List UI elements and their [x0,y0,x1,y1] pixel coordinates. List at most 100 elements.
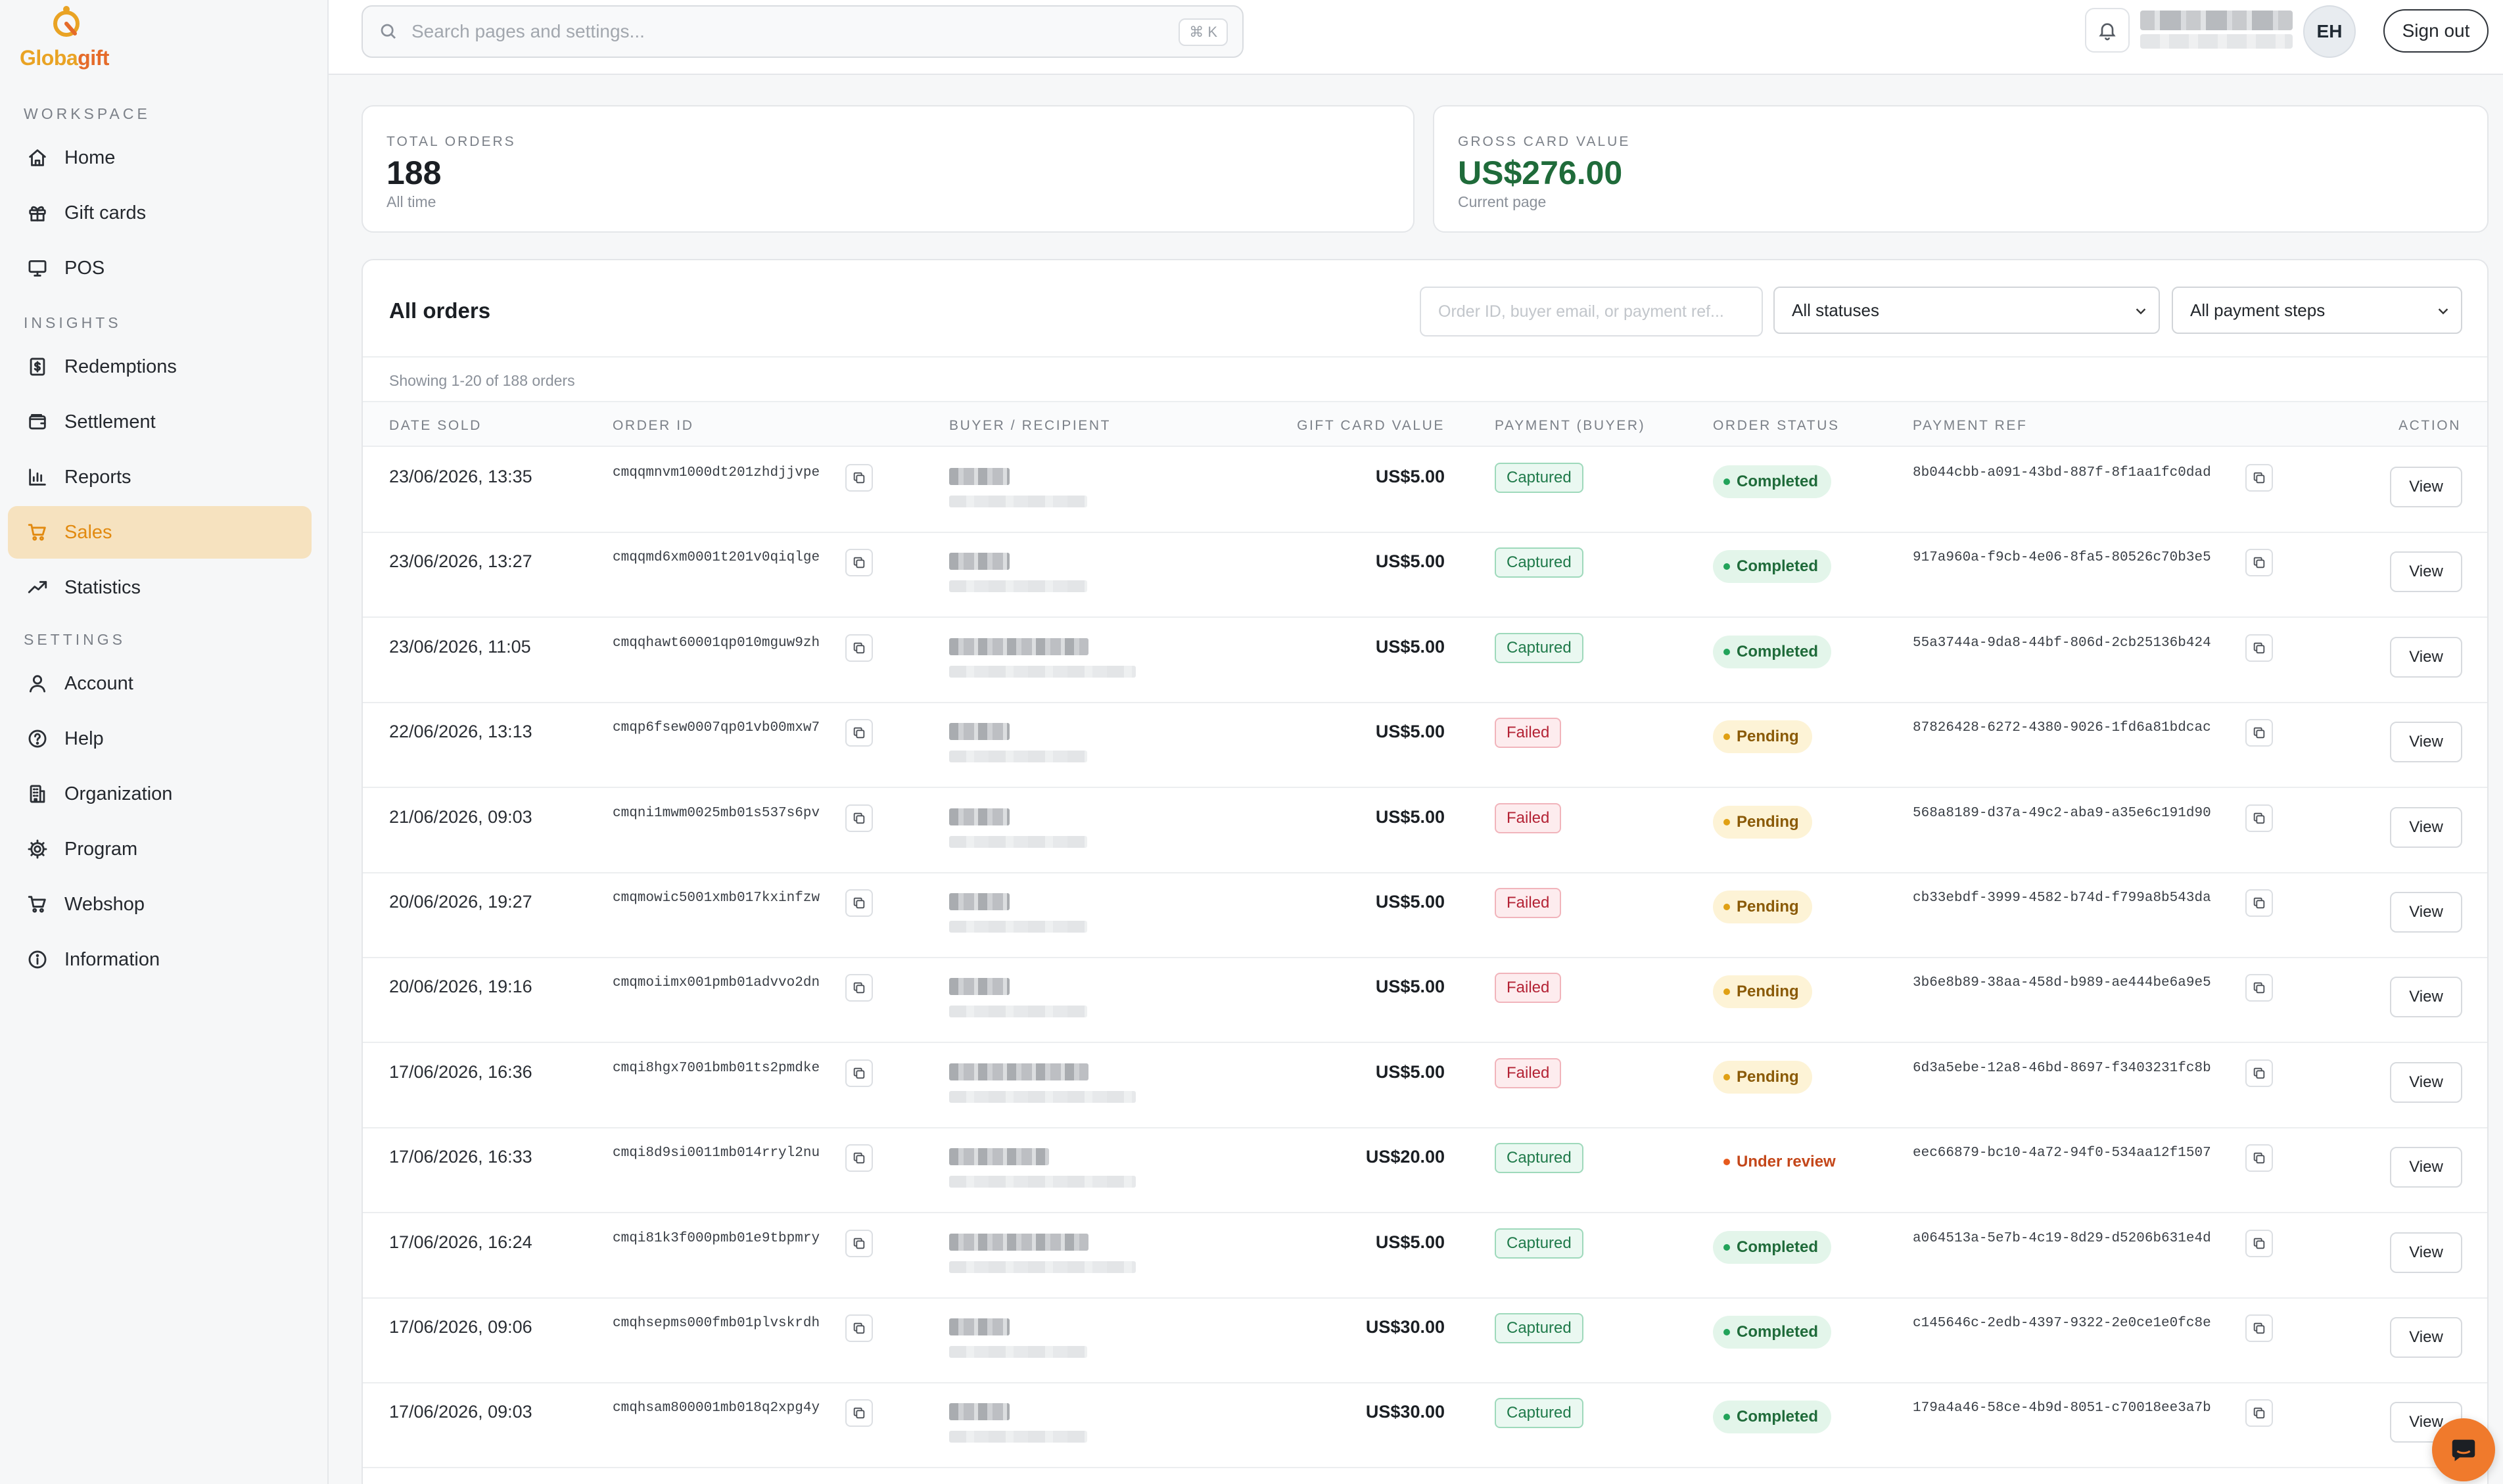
view-order-button[interactable]: View [2390,467,2462,507]
copy-payment-ref-button[interactable] [2245,974,2273,1002]
copy-order-id-button[interactable] [845,804,873,832]
copy-payment-ref-button[interactable] [2245,1059,2273,1087]
copy-icon [2253,727,2265,739]
sidebar-item-organization[interactable]: Organization [8,768,312,820]
col-date-sold[interactable]: DATE SOLD [389,418,482,433]
support-chat-button[interactable] [2432,1418,2495,1481]
copy-order-id-button[interactable] [845,464,873,492]
table-row[interactable]: 21/06/2026, 09:03 cmqni1mwm0025mb01s537s6… [363,789,2487,873]
status-filter-select[interactable]: All statuses [1773,287,2160,334]
col-order-id[interactable]: ORDER ID [613,418,694,433]
table-row[interactable]: 20/06/2026, 19:27 cmqmowic5001xmb017kxinf… [363,873,2487,958]
copy-payment-ref-button[interactable] [2245,549,2273,577]
copy-payment-ref-button[interactable] [2245,889,2273,917]
col-payment-ref[interactable]: PAYMENT REF [1913,418,2028,433]
view-order-button[interactable]: View [2390,806,2462,848]
info-icon [25,947,50,972]
view-order-button[interactable]: View [2390,551,2462,593]
view-order-button[interactable]: View [2390,977,2462,1018]
copy-order-id-button[interactable] [845,719,873,747]
copy-order-id-button[interactable] [845,974,873,1002]
view-order-button[interactable]: View [2390,1147,2462,1188]
total-orders-subtext: All time [386,193,436,210]
global-search[interactable]: ⌘ K [362,5,1244,58]
copy-payment-ref-button[interactable] [2245,464,2273,492]
col-buyer-recipient[interactable]: BUYER / RECIPIENT [949,418,1111,433]
order-status-badge: Pending [1713,975,1812,1009]
gift-card-value: US$5.00 [1375,636,1445,657]
copy-order-id-button[interactable] [845,1229,873,1257]
gift-card-value: US$30.00 [1365,1402,1445,1422]
copy-payment-ref-button[interactable] [2245,804,2273,832]
order-status-badge: Completed [1713,1316,1832,1349]
order-status-label: Completed [1737,1408,1819,1426]
status-dot-icon [1723,988,1730,996]
copy-order-id-button[interactable] [845,549,873,577]
table-row[interactable]: 23/06/2026, 13:27 cmqqmd6xm0001t201v0qiql… [363,533,2487,618]
copy-payment-ref-button[interactable] [2245,1314,2273,1342]
view-order-button[interactable]: View [2390,1061,2462,1103]
copy-payment-ref-button[interactable] [2245,719,2273,747]
user-avatar[interactable]: EH [2303,5,2356,58]
copy-payment-ref-button[interactable] [2245,634,2273,662]
global-search-input[interactable] [411,21,1135,42]
copy-order-id-button[interactable] [845,1399,873,1427]
sidebar-item-label: Reports [64,466,131,488]
copy-icon [2253,1152,2265,1164]
table-row[interactable]: 17/06/2026, 16:33 cmqi8d9si0011mb014rryl2… [363,1128,2487,1214]
table-row[interactable]: 22/06/2026, 13:13 cmqp6fsew0007qp01vb00mx… [363,703,2487,789]
table-row[interactable]: 17/06/2026, 09:06 cmqhsepms000fmb01plvskr… [363,1299,2487,1383]
view-order-button[interactable]: View [2390,1232,2462,1273]
view-order-button[interactable]: View [2390,722,2462,763]
col-payment-buyer[interactable]: PAYMENT (BUYER) [1495,418,1646,433]
sidebar-item-settlement[interactable]: Settlement [8,396,312,448]
sidebar-item-reports[interactable]: Reports [8,451,312,503]
copy-icon [853,1322,865,1334]
panel-divider [363,356,2487,358]
payment-step-filter-select[interactable]: All payment steps [2172,287,2462,334]
sign-out-button[interactable]: Sign out [2383,9,2489,53]
sidebar-item-account[interactable]: Account [8,657,312,710]
table-row[interactable]: 17/06/2026, 16:24 cmqi81k3f000pmb01e9tbpm… [363,1214,2487,1299]
copy-payment-ref-button[interactable] [2245,1229,2273,1257]
table-row[interactable]: 23/06/2026, 11:05 cmqqhawt60001qp010mguw9… [363,618,2487,703]
nav-section-insights: INSIGHTS [24,314,122,331]
table-row[interactable]: 17/06/2026, 16:36 cmqi8hgx7001bmb01ts2pmd… [363,1044,2487,1128]
table-row[interactable]: 20/06/2026, 19:16 cmqmoiimx001pmb01advvo2… [363,958,2487,1044]
table-row[interactable]: 17/06/2026, 09:03 cmqhsam800001mb018q2xpg… [363,1383,2487,1469]
copy-order-id-button[interactable] [845,889,873,917]
sidebar-item-program[interactable]: Program [8,823,312,875]
notifications-button[interactable] [2085,8,2130,53]
order-status-label: Completed [1737,1323,1819,1341]
sidebar-item-sales[interactable]: Sales [8,506,312,559]
order-status-badge: Pending [1713,891,1812,923]
view-order-button[interactable]: View [2390,1317,2462,1358]
copy-order-id-button[interactable] [845,1144,873,1172]
buyer-recipient-redacted [949,893,1140,939]
sidebar-item-information[interactable]: Information [8,933,312,986]
copy-order-id-button[interactable] [845,1059,873,1087]
sidebar-item-redemptions[interactable]: Redemptions [8,340,312,393]
brand-logo[interactable]: Globagift [20,5,118,70]
sidebar-item-gift-cards[interactable]: Gift cards [8,187,312,239]
sidebar-item-pos[interactable]: POS [8,242,312,294]
copy-payment-ref-button[interactable] [2245,1399,2273,1427]
copy-payment-ref-button[interactable] [2245,1144,2273,1172]
copy-icon [2253,897,2265,909]
col-gift-card-value[interactable]: GIFT CARD VALUE [1297,418,1445,433]
orders-panel: All orders All statuses All payment step… [362,259,2489,1484]
copy-order-id-button[interactable] [845,1314,873,1342]
sidebar-item-help[interactable]: Help [8,712,312,765]
orders-search-input[interactable] [1420,287,1763,336]
view-order-button[interactable]: View [2390,892,2462,933]
col-order-status[interactable]: ORDER STATUS [1713,418,1840,433]
chevron-down-icon [2438,308,2448,315]
sidebar-item-home[interactable]: Home [8,131,312,184]
sidebar-item-label: Webshop [64,893,145,915]
buyer-recipient-redacted [949,808,1140,854]
copy-order-id-button[interactable] [845,634,873,662]
view-order-button[interactable]: View [2390,636,2462,678]
sidebar-item-webshop[interactable]: Webshop [8,878,312,931]
table-row[interactable]: 23/06/2026, 13:35 cmqqmnvm1000dt201zhdjjv… [363,448,2487,533]
sidebar-item-statistics[interactable]: Statistics [8,561,312,614]
